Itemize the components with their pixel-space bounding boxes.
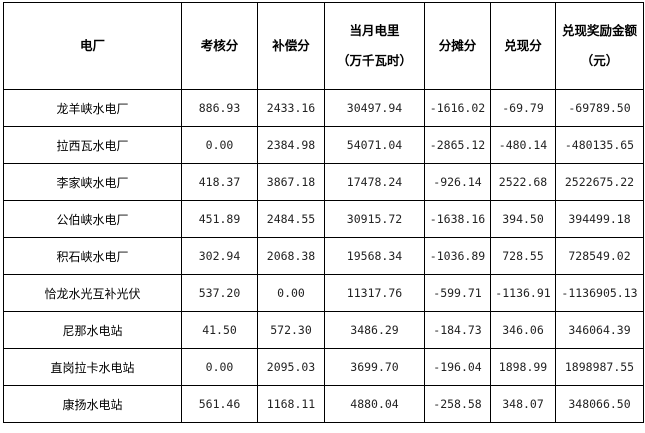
cell-plant: 拉西瓦水电厂 xyxy=(3,126,182,164)
cell-allocation-score: -926.14 xyxy=(424,163,491,201)
cell-compensation-score: 1168.11 xyxy=(257,385,325,423)
header-compensation-score: 补偿分 xyxy=(257,2,325,90)
cell-assessment-score: 561.46 xyxy=(181,385,258,423)
header-monthly-energy: 当月电里 （万千瓦时） xyxy=(324,2,425,90)
table-row: 公伯峡水电厂 451.89 2484.55 30915.72 -1638.16 394.5… xyxy=(3,200,644,238)
cell-assessment-score: 0.00 xyxy=(181,348,258,386)
cell-reward-amount: 728549.02 xyxy=(555,237,644,275)
header-text: 考核分 xyxy=(200,38,239,53)
cell-reward-amount: 2522675.22 xyxy=(555,163,644,201)
cell-assessment-score: 418.37 xyxy=(181,163,258,201)
cell-assessment-score: 451.89 xyxy=(181,200,258,238)
header-plant: 电厂 xyxy=(3,2,182,90)
header-text: 兑现奖励金额 xyxy=(561,23,637,38)
table-row: 恰龙水光互补光伏 537.20 0.00 11317.76 -599.71 -1136.9… xyxy=(3,274,644,312)
cell-redemption-score: 346.06 xyxy=(490,311,556,349)
cell-redemption-score: -69.79 xyxy=(490,89,556,127)
cell-assessment-score: 537.20 xyxy=(181,274,258,312)
cell-plant: 尼那水电站 xyxy=(3,311,182,349)
cell-redemption-score: 728.55 xyxy=(490,237,556,275)
cell-reward-amount: -1136905.13 xyxy=(555,274,644,312)
header-assessment-score: 考核分 xyxy=(181,2,258,90)
power-plant-table: 电厂 考核分 补偿分 当月电里 （万千瓦时） 分摊分 兑现分 兑现奖励金额 （元） 龙羊峡水电厂… xyxy=(3,2,644,423)
cell-reward-amount: -480135.65 xyxy=(555,126,644,164)
header-redemption-score: 兑现分 xyxy=(490,2,556,90)
cell-compensation-score: 2068.38 xyxy=(257,237,325,275)
cell-monthly-energy: 17478.24 xyxy=(324,163,425,201)
cell-compensation-score: 2095.03 xyxy=(257,348,325,386)
cell-assessment-score: 886.93 xyxy=(181,89,258,127)
cell-reward-amount: 1898987.55 xyxy=(555,348,644,386)
cell-compensation-score: 3867.18 xyxy=(257,163,325,201)
cell-allocation-score: -258.58 xyxy=(424,385,491,423)
cell-allocation-score: -1616.02 xyxy=(424,89,491,127)
header-allocation-score: 分摊分 xyxy=(424,2,491,90)
cell-plant: 龙羊峡水电厂 xyxy=(3,89,182,127)
header-text: 分摊分 xyxy=(438,38,477,53)
cell-redemption-score: 394.50 xyxy=(490,200,556,238)
cell-allocation-score: -196.04 xyxy=(424,348,491,386)
cell-allocation-score: -599.71 xyxy=(424,274,491,312)
cell-redemption-score: -1136.91 xyxy=(490,274,556,312)
table-row: 李家峡水电厂 418.37 3867.18 17478.24 -926.14 2522.6… xyxy=(3,163,644,201)
table-row: 康扬水电站 561.46 1168.11 4880.04 -258.58 348.07 34… xyxy=(3,385,644,423)
cell-allocation-score: -184.73 xyxy=(424,311,491,349)
header-text: 兑现分 xyxy=(504,38,542,53)
table-row: 尼那水电站 41.50 572.30 3486.29 -184.73 346.06 3460… xyxy=(3,311,644,349)
cell-monthly-energy: 30497.94 xyxy=(324,89,425,127)
cell-reward-amount: -69789.50 xyxy=(555,89,644,127)
cell-redemption-score: -480.14 xyxy=(490,126,556,164)
cell-assessment-score: 41.50 xyxy=(181,311,258,349)
table-row: 直岗拉卡水电站 0.00 2095.03 3699.70 -196.04 1898.99 1… xyxy=(3,348,644,386)
header-text: 补偿分 xyxy=(272,38,310,53)
cell-allocation-score: -1036.89 xyxy=(424,237,491,275)
cell-compensation-score: 2384.98 xyxy=(257,126,325,164)
cell-monthly-energy: 19568.34 xyxy=(324,237,425,275)
cell-plant: 直岗拉卡水电站 xyxy=(3,348,182,386)
cell-monthly-energy: 11317.76 xyxy=(324,274,425,312)
cell-monthly-energy: 3486.29 xyxy=(324,311,425,349)
cell-assessment-score: 302.94 xyxy=(181,237,258,275)
cell-monthly-energy: 30915.72 xyxy=(324,200,425,238)
cell-plant: 恰龙水光互补光伏 xyxy=(3,274,182,312)
cell-monthly-energy: 4880.04 xyxy=(324,385,425,423)
header-row: 电厂 考核分 补偿分 当月电里 （万千瓦时） 分摊分 兑现分 兑现奖励金额 （元） xyxy=(3,2,644,90)
cell-monthly-energy: 3699.70 xyxy=(324,348,425,386)
cell-plant: 李家峡水电厂 xyxy=(3,163,182,201)
table-row: 拉西瓦水电厂 0.00 2384.98 54071.04 -2865.12 -480.14… xyxy=(3,126,644,164)
cell-allocation-score: -2865.12 xyxy=(424,126,491,164)
cell-redemption-score: 1898.99 xyxy=(490,348,556,386)
cell-compensation-score: 2484.55 xyxy=(257,200,325,238)
cell-plant: 公伯峡水电厂 xyxy=(3,200,182,238)
cell-plant: 康扬水电站 xyxy=(3,385,182,423)
cell-assessment-score: 0.00 xyxy=(181,126,258,164)
cell-compensation-score: 2433.16 xyxy=(257,89,325,127)
cell-monthly-energy: 54071.04 xyxy=(324,126,425,164)
header-text: （元） xyxy=(580,53,619,68)
header-reward-amount: 兑现奖励金额 （元） xyxy=(555,2,644,90)
cell-redemption-score: 348.07 xyxy=(490,385,556,423)
cell-reward-amount: 346064.39 xyxy=(555,311,644,349)
cell-redemption-score: 2522.68 xyxy=(490,163,556,201)
header-text: 电厂 xyxy=(79,38,105,53)
table-row: 龙羊峡水电厂 886.93 2433.16 30497.94 -1616.02 -69.7… xyxy=(3,89,644,127)
header-text: 当月电里 xyxy=(349,23,400,38)
cell-compensation-score: 572.30 xyxy=(257,311,325,349)
header-text: （万千瓦时） xyxy=(336,53,412,68)
cell-reward-amount: 348066.50 xyxy=(555,385,644,423)
cell-compensation-score: 0.00 xyxy=(257,274,325,312)
cell-allocation-score: -1638.16 xyxy=(424,200,491,238)
cell-plant: 积石峡水电厂 xyxy=(3,237,182,275)
cell-reward-amount: 394499.18 xyxy=(555,200,644,238)
table-row: 积石峡水电厂 302.94 2068.38 19568.34 -1036.89 728.5… xyxy=(3,237,644,275)
